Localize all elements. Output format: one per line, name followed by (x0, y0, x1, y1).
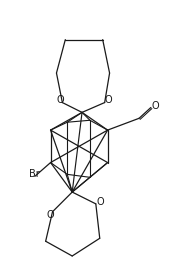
Text: O: O (47, 210, 54, 220)
Text: O: O (97, 197, 105, 207)
Text: Br: Br (29, 169, 40, 179)
Text: O: O (57, 95, 64, 105)
Text: O: O (105, 95, 112, 105)
Text: O: O (151, 101, 159, 110)
